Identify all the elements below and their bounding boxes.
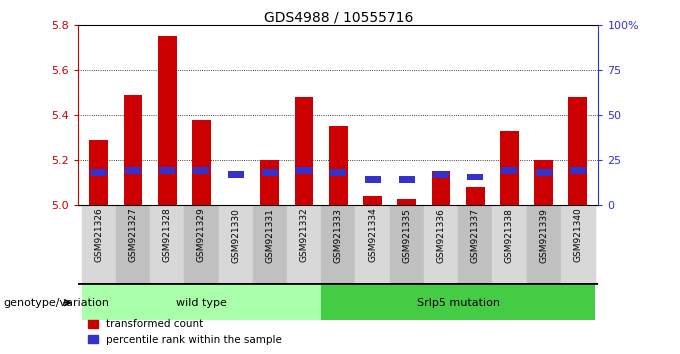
Text: GSM921331: GSM921331: [265, 208, 274, 263]
Bar: [329, 126, 347, 205]
Bar: [90, 169, 107, 176]
Bar: [561, 205, 595, 283]
Bar: [501, 167, 517, 174]
Bar: [218, 205, 253, 283]
Bar: [158, 36, 177, 205]
Bar: [398, 176, 415, 183]
Bar: [294, 97, 313, 205]
Bar: [321, 205, 356, 283]
Bar: [364, 176, 381, 183]
Bar: [526, 205, 561, 283]
Bar: [536, 169, 551, 176]
Bar: [500, 131, 519, 205]
Bar: [125, 167, 141, 174]
Bar: [228, 171, 243, 178]
Bar: [321, 285, 595, 320]
Bar: [466, 187, 485, 205]
Bar: [433, 171, 449, 178]
Bar: [397, 199, 416, 205]
Bar: [262, 169, 278, 176]
Legend: transformed count, percentile rank within the sample: transformed count, percentile rank withi…: [84, 315, 286, 349]
Bar: [253, 205, 287, 283]
Text: genotype/variation: genotype/variation: [3, 298, 109, 308]
Bar: [356, 205, 390, 283]
Bar: [296, 167, 312, 174]
Text: GSM921327: GSM921327: [129, 208, 137, 262]
Bar: [159, 167, 175, 174]
Bar: [390, 205, 424, 283]
Bar: [89, 140, 108, 205]
Text: GSM921335: GSM921335: [403, 208, 411, 263]
Bar: [458, 205, 492, 283]
Text: GSM921337: GSM921337: [471, 208, 479, 263]
Text: GSM921332: GSM921332: [300, 208, 309, 262]
Bar: [568, 97, 588, 205]
Text: GSM921338: GSM921338: [505, 208, 514, 263]
Text: GSM921328: GSM921328: [163, 208, 171, 262]
Bar: [570, 167, 586, 174]
Bar: [492, 205, 526, 283]
Bar: [192, 120, 211, 205]
Bar: [330, 169, 346, 176]
Bar: [184, 205, 218, 283]
Text: GDS4988 / 10555716: GDS4988 / 10555716: [264, 11, 413, 25]
Text: GSM921334: GSM921334: [368, 208, 377, 262]
Text: Srlp5 mutation: Srlp5 mutation: [417, 298, 500, 308]
Text: GSM921330: GSM921330: [231, 208, 240, 263]
Bar: [124, 95, 142, 205]
Text: GSM921340: GSM921340: [573, 208, 582, 262]
Text: GSM921329: GSM921329: [197, 208, 206, 262]
Bar: [534, 160, 553, 205]
Text: GSM921336: GSM921336: [437, 208, 445, 263]
Bar: [432, 171, 450, 205]
Bar: [150, 205, 184, 283]
Text: GSM921326: GSM921326: [95, 208, 103, 262]
Bar: [82, 285, 321, 320]
Bar: [193, 167, 209, 174]
Bar: [467, 174, 483, 181]
Bar: [363, 196, 382, 205]
Text: wild type: wild type: [176, 298, 227, 308]
Bar: [260, 160, 279, 205]
Text: GSM921339: GSM921339: [539, 208, 548, 263]
Text: GSM921333: GSM921333: [334, 208, 343, 263]
Bar: [116, 205, 150, 283]
Bar: [82, 205, 116, 283]
Bar: [287, 205, 321, 283]
Bar: [424, 205, 458, 283]
